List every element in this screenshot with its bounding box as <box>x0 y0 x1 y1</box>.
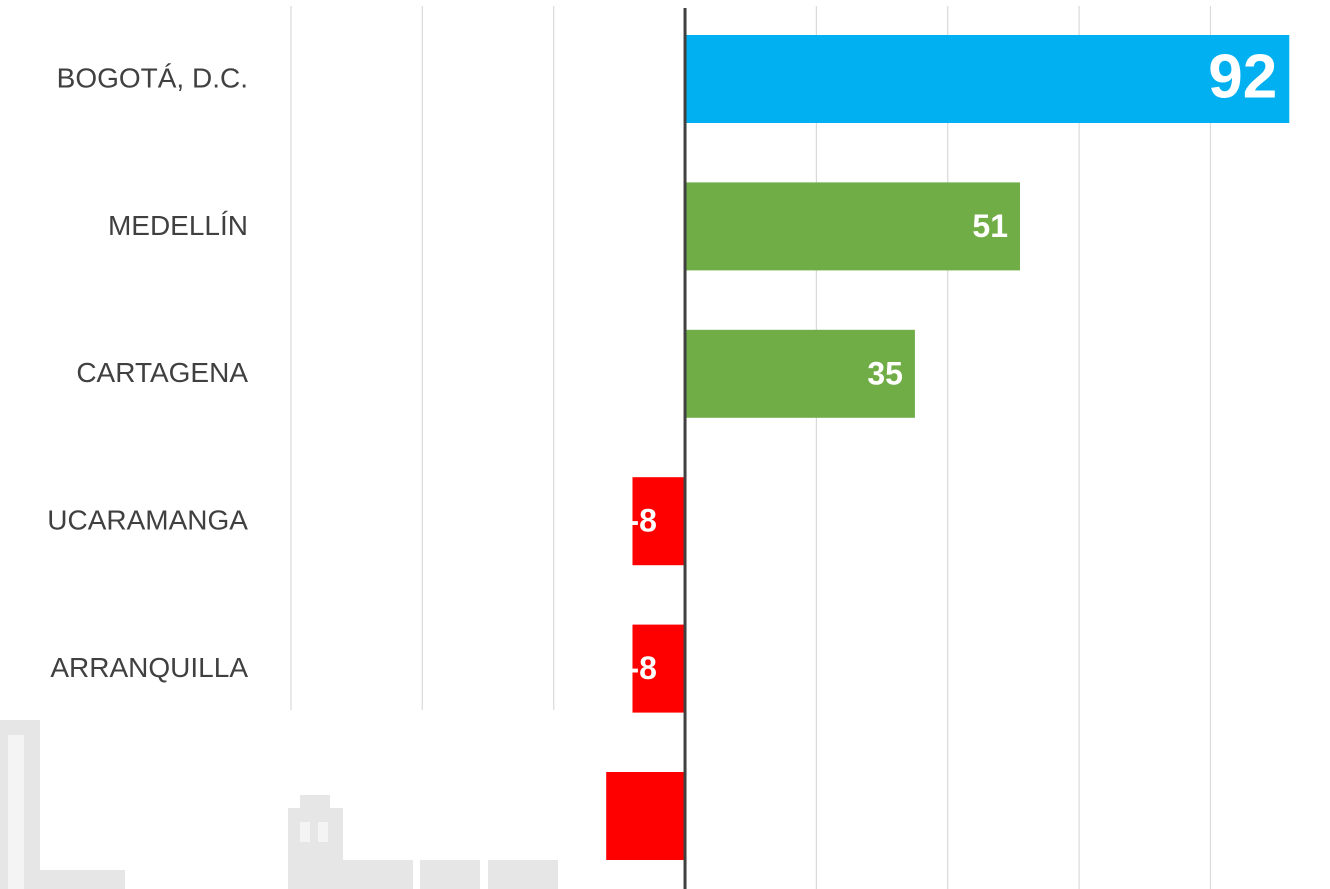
bar <box>685 35 1289 123</box>
data-label: 51 <box>972 208 1008 244</box>
data-label: -8 <box>628 503 656 539</box>
background-windows <box>8 735 328 889</box>
category-label: CARTAGENA <box>76 357 248 388</box>
bar <box>685 182 1020 270</box>
background-buildings <box>0 720 558 889</box>
category-label: ARRANQUILLA <box>50 652 248 683</box>
category-label: MEDELLÍN <box>108 210 248 241</box>
chart: 92 BOGOTÁ, D.C. 51 MEDELLÍN 35 CARTAGENA -8 UCA… <box>0 0 1330 889</box>
bar <box>606 772 685 860</box>
data-label: -8 <box>628 650 656 686</box>
data-label: 92 <box>1208 42 1277 111</box>
data-label: 35 <box>867 355 903 391</box>
category-label: BOGOTÁ, D.C. <box>57 62 248 93</box>
category-label: UCARAMANGA <box>47 505 248 536</box>
